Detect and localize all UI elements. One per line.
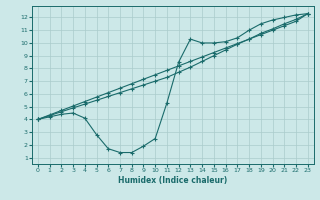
- X-axis label: Humidex (Indice chaleur): Humidex (Indice chaleur): [118, 176, 228, 185]
